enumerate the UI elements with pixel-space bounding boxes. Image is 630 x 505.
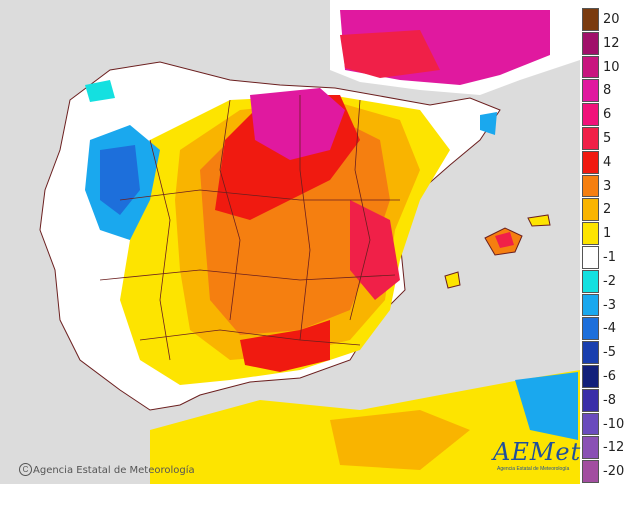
legend-label: 10 — [603, 59, 620, 75]
legend-swatch — [582, 174, 599, 198]
legend-label: 20 — [603, 11, 620, 27]
legend-label: -6 — [603, 368, 616, 384]
credit-text: Agencia Estatal de Meteorología — [33, 465, 195, 476]
france-hot-spot — [340, 30, 440, 78]
legend-swatch — [582, 246, 599, 269]
legend-label: -5 — [603, 345, 616, 361]
logo-subtitle: Agencia Estatal de Meteorología — [497, 466, 570, 472]
legend-label: 6 — [603, 107, 612, 123]
legend-label: -12 — [603, 440, 625, 456]
legend-label: -10 — [603, 416, 625, 432]
legend-swatch — [582, 412, 599, 436]
legend-swatch — [582, 293, 599, 317]
legend-label: 2 — [603, 202, 612, 218]
legend-swatch — [582, 103, 599, 126]
ibiza — [444, 271, 461, 289]
anomaly-band-4-south — [240, 320, 330, 372]
legend-label: 3 — [603, 178, 612, 194]
legend-swatch — [582, 55, 599, 79]
legend-swatch — [582, 79, 599, 103]
legend-swatch — [582, 269, 599, 293]
cold-anomaly-core — [100, 145, 140, 215]
cold-anomaly-coast — [85, 80, 115, 102]
legend-label: -20 — [603, 464, 625, 480]
legend-swatch — [582, 460, 599, 483]
copyright-icon: C — [19, 463, 32, 476]
legend-swatch — [582, 436, 599, 460]
anomaly-band-8-north — [250, 88, 345, 160]
legend-swatch — [582, 317, 599, 341]
legend-label: -1 — [603, 249, 616, 265]
legend-label: 4 — [603, 154, 612, 170]
legend-swatch — [582, 198, 599, 222]
regional-borders — [99, 95, 400, 361]
legend-label: -2 — [603, 273, 616, 289]
mallorca-hot-spot — [495, 232, 514, 248]
legend-label: 1 — [603, 226, 612, 242]
north-africa-warm — [330, 410, 470, 470]
legend-label: -8 — [603, 392, 616, 408]
legend-label: 8 — [603, 83, 612, 99]
logo-name: AEMet — [493, 438, 582, 466]
legend-label: 5 — [603, 130, 612, 146]
legend-label: 12 — [603, 35, 620, 51]
legend-swatch — [582, 365, 599, 388]
aemet-logo: AEMet Agencia Estatal de Meteorología — [493, 438, 583, 478]
north-africa-cool — [515, 372, 578, 440]
legend-swatch — [582, 222, 599, 245]
menorca — [527, 214, 551, 227]
legend-swatch — [582, 388, 599, 412]
legend-swatch — [582, 341, 599, 364]
legend-swatch — [582, 31, 599, 55]
legend-swatch — [582, 150, 599, 174]
legend-label: -3 — [603, 297, 616, 313]
legend-swatch — [582, 127, 599, 150]
legend-swatch — [582, 8, 599, 31]
cold-anomaly-catalonia — [480, 112, 497, 135]
legend-label: -4 — [603, 321, 616, 337]
color-legend: 20 12 10 8 6 5 4 3 2 1 -1 -2 -3 -4 -5 -6 -8 -10 -12 -20 — [582, 8, 630, 484]
